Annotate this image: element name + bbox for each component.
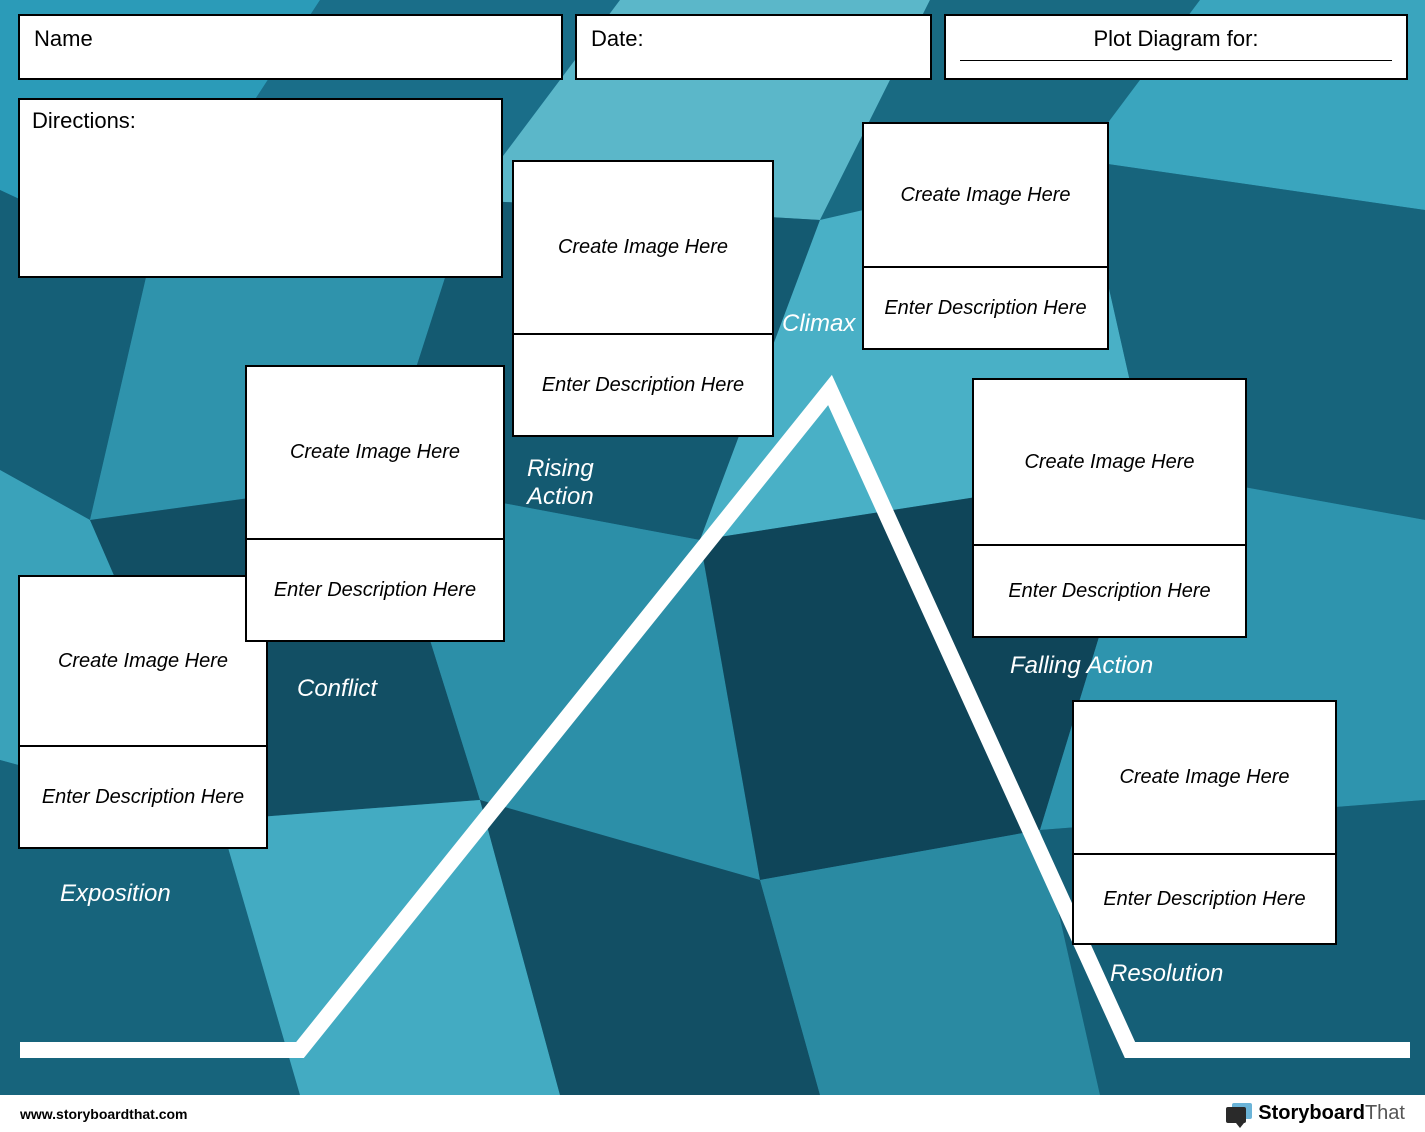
card-image-exposition[interactable]: Create Image Here [18, 575, 268, 747]
stage-label-resolution: Resolution [1110, 960, 1223, 988]
card-description-conflict[interactable]: Enter Description Here [245, 540, 505, 642]
card-exposition[interactable]: Create Image HereEnter Description Here [18, 575, 268, 849]
brand-light: That [1365, 1102, 1405, 1124]
plot-diagram-for-label: Plot Diagram for: [960, 26, 1392, 52]
card-rising-action[interactable]: Create Image HereEnter Description Here [512, 160, 774, 437]
directions-box[interactable]: Directions: [18, 98, 503, 278]
card-description-climax[interactable]: Enter Description Here [862, 268, 1109, 350]
worksheet-canvas: Name Date: Plot Diagram for: Directions:… [0, 0, 1425, 1095]
card-conflict[interactable]: Create Image HereEnter Description Here [245, 365, 505, 642]
card-resolution[interactable]: Create Image HereEnter Description Here [1072, 700, 1337, 945]
date-label: Date: [591, 26, 644, 51]
card-description-exposition[interactable]: Enter Description Here [18, 747, 268, 849]
footer-brand: StoryboardThat [1226, 1102, 1405, 1125]
brand-bold: Storyboard [1258, 1102, 1365, 1124]
stage-label-conflict: Conflict [297, 675, 377, 703]
card-description-falling-action[interactable]: Enter Description Here [972, 546, 1247, 638]
plot-diagram-for-box[interactable]: Plot Diagram for: [944, 14, 1408, 80]
name-label: Name [34, 26, 93, 51]
name-field-box[interactable]: Name [18, 14, 563, 80]
stage-label-exposition: Exposition [60, 880, 171, 908]
stage-label-falling-action: Falling Action [1010, 652, 1153, 680]
footer-url: www.storyboardthat.com [20, 1106, 188, 1122]
card-image-falling-action[interactable]: Create Image Here [972, 378, 1247, 546]
card-image-rising-action[interactable]: Create Image Here [512, 160, 774, 335]
speech-bubble-icon [1226, 1103, 1252, 1125]
directions-label: Directions: [32, 108, 136, 133]
card-image-conflict[interactable]: Create Image Here [245, 365, 505, 540]
card-image-resolution[interactable]: Create Image Here [1072, 700, 1337, 855]
card-falling-action[interactable]: Create Image HereEnter Description Here [972, 378, 1247, 638]
plotfor-underline [960, 60, 1392, 61]
card-image-climax[interactable]: Create Image Here [862, 122, 1109, 268]
card-climax[interactable]: Create Image HereEnter Description Here [862, 122, 1109, 350]
stage-label-rising-action: Rising Action [527, 455, 594, 510]
name-underline [34, 78, 547, 79]
stage-label-climax: Climax [782, 310, 855, 338]
footer-bar: www.storyboardthat.com StoryboardThat [0, 1095, 1425, 1132]
date-underline [591, 78, 916, 79]
card-description-resolution[interactable]: Enter Description Here [1072, 855, 1337, 945]
date-field-box[interactable]: Date: [575, 14, 932, 80]
card-description-rising-action[interactable]: Enter Description Here [512, 335, 774, 437]
